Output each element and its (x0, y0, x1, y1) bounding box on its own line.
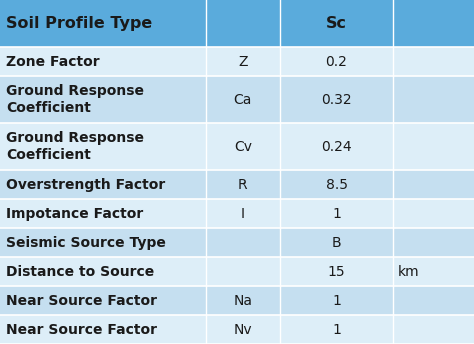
Text: R: R (238, 178, 248, 192)
Text: 1: 1 (332, 293, 341, 308)
Text: Impotance Factor: Impotance Factor (6, 207, 143, 221)
Bar (0, 123, 474, 170)
Bar (0, 47, 474, 76)
Text: 0.2: 0.2 (326, 55, 347, 68)
Bar (0, 199, 474, 228)
Text: I: I (241, 207, 245, 221)
Text: 15: 15 (328, 265, 346, 279)
Text: 0.24: 0.24 (321, 140, 352, 154)
Text: Seismic Source Type: Seismic Source Type (6, 236, 166, 250)
Text: Z: Z (238, 55, 248, 68)
Bar (0, 76, 474, 123)
Text: Overstrength Factor: Overstrength Factor (6, 178, 165, 192)
Bar (0, 257, 474, 286)
Text: Na: Na (233, 293, 253, 308)
Text: Ca: Ca (234, 93, 252, 107)
Text: 1: 1 (332, 207, 341, 221)
Text: Sc: Sc (326, 16, 347, 31)
Text: Nv: Nv (234, 323, 252, 336)
Text: B: B (332, 236, 341, 250)
Bar (0, 0, 474, 47)
Text: Near Source Factor: Near Source Factor (6, 323, 157, 336)
Text: 1: 1 (332, 323, 341, 336)
Text: km: km (397, 265, 419, 279)
Bar (0, 286, 474, 315)
Text: Cv: Cv (234, 140, 252, 154)
Text: Distance to Source: Distance to Source (6, 265, 154, 279)
Text: Ground Response
Coefficient: Ground Response Coefficient (6, 84, 144, 115)
Bar (0, 170, 474, 199)
Text: Ground Response
Coefficient: Ground Response Coefficient (6, 131, 144, 162)
Text: Near Source Factor: Near Source Factor (6, 293, 157, 308)
Text: 8.5: 8.5 (326, 178, 347, 192)
Text: Zone Factor: Zone Factor (6, 55, 100, 68)
Text: 0.32: 0.32 (321, 93, 352, 107)
Text: Soil Profile Type: Soil Profile Type (6, 16, 152, 31)
Bar (0, 228, 474, 257)
Bar (0, 315, 474, 344)
